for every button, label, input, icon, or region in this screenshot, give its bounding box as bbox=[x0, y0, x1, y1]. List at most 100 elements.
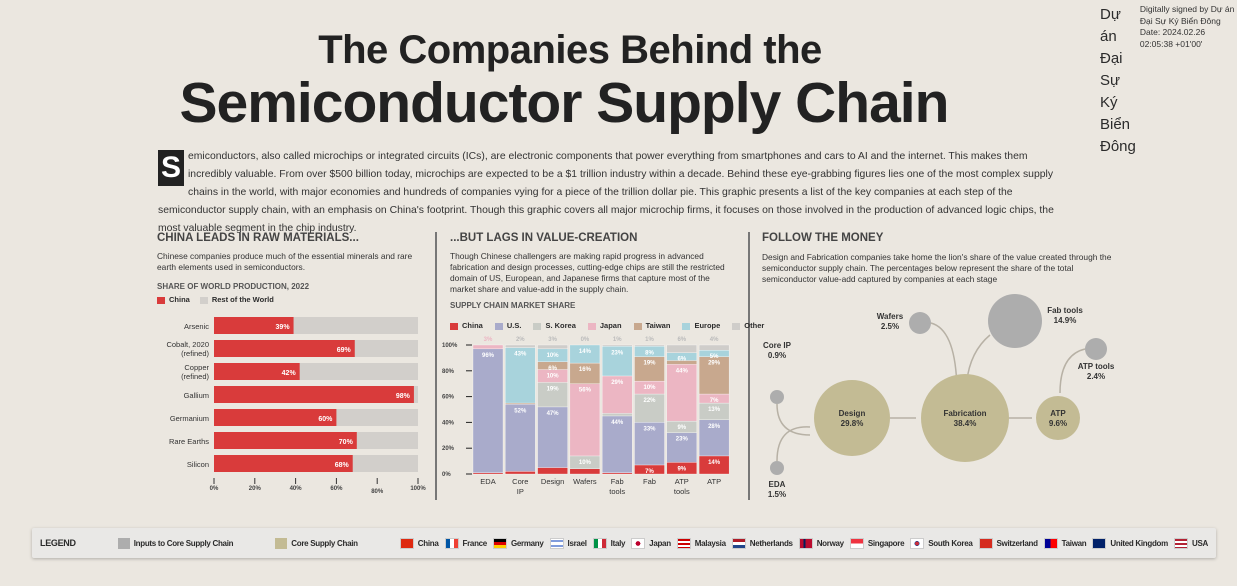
bar-china bbox=[214, 455, 353, 472]
legend-country: USA bbox=[1173, 537, 1208, 549]
legend-country: Israel bbox=[549, 537, 587, 549]
segment-value: 44% bbox=[611, 420, 624, 426]
node-value: 14.9% bbox=[1054, 316, 1077, 325]
segment-value: 13% bbox=[708, 407, 721, 413]
category-label: Silicon bbox=[187, 460, 209, 469]
node-atp-tools bbox=[1085, 338, 1107, 360]
segment-value: 1% bbox=[613, 337, 622, 343]
node-label: Fabrication bbox=[943, 409, 986, 418]
bar-china bbox=[214, 317, 294, 334]
switzerland-flag-icon bbox=[978, 537, 993, 549]
legend-rest: Rest of the World bbox=[199, 295, 274, 304]
node-fabrication bbox=[921, 374, 1009, 462]
bar-segment-korea bbox=[537, 382, 568, 408]
legend-country: China bbox=[399, 537, 439, 549]
raw-subtitle: SHARE OF WORLD PRODUCTION, 2022 bbox=[157, 282, 310, 291]
category-label: Arsenic bbox=[184, 322, 209, 331]
node-value: 1.5% bbox=[768, 490, 786, 499]
tick-label: 60% bbox=[442, 395, 455, 401]
legend-europe: Europe bbox=[682, 321, 720, 330]
node-value: 29.8% bbox=[841, 419, 864, 428]
node-value: 0.9% bbox=[768, 351, 786, 360]
bar-segment-other bbox=[666, 344, 697, 353]
bar-segment-europe bbox=[569, 344, 601, 364]
segment-value: 23% bbox=[611, 350, 624, 356]
segment-value: 10% bbox=[547, 374, 560, 380]
category-label: Rare Earths bbox=[169, 437, 209, 446]
tick-label: 40% bbox=[290, 486, 303, 492]
flow-arrow bbox=[1059, 348, 1086, 394]
raw-heading: CHINA LEADS IN RAW MATERIALS... bbox=[157, 232, 359, 244]
bar-segment-china bbox=[472, 472, 504, 475]
germany-flag-icon bbox=[492, 537, 507, 549]
segment-value: 2% bbox=[516, 337, 525, 343]
tick-label: 0% bbox=[442, 472, 451, 478]
signature-text: Digitally signed by Dự án Đại Sự Ký Biển… bbox=[1139, 4, 1235, 49]
digital-signature: Dự án Đại Sự Ký Biển Đông Digitally sign… bbox=[1100, 4, 1235, 158]
norway-flag-icon bbox=[798, 537, 813, 549]
legend-taiwan: Taiwan bbox=[633, 321, 670, 330]
segment-value: 16% bbox=[579, 367, 592, 373]
bar-value: 42% bbox=[282, 370, 297, 377]
segment-value: 5% bbox=[710, 354, 719, 360]
node-fab-tools bbox=[988, 294, 1042, 348]
category-label: tools bbox=[674, 487, 690, 496]
market-share-legend: China U.S. S. Korea Japan Taiwan Europe Other bbox=[450, 321, 764, 330]
bar-segment-taiwan bbox=[505, 402, 536, 405]
legend-country: Netherlands bbox=[731, 537, 793, 549]
segment-value: 7% bbox=[710, 398, 719, 404]
bar-value: 70% bbox=[339, 439, 354, 446]
taiwan-flag-icon bbox=[1043, 537, 1058, 549]
segment-value: 19% bbox=[547, 386, 560, 392]
bar-segment-china bbox=[505, 471, 536, 475]
category-label: IP bbox=[517, 487, 524, 496]
segment-value: 10% bbox=[579, 460, 592, 466]
segment-value: 56% bbox=[579, 388, 592, 394]
segment-value: 6% bbox=[677, 337, 686, 343]
bar-segment-japan bbox=[569, 383, 601, 457]
category-label: EDA bbox=[480, 477, 495, 486]
market-share-chart: 0%20%40%60%80%100%1%96%3%EDA2%52%1%43%2%… bbox=[442, 337, 730, 496]
value-desc: Though Chinese challengers are making ra… bbox=[450, 251, 725, 294]
tick-label: 0% bbox=[210, 486, 219, 492]
bar-china bbox=[214, 340, 355, 357]
category-label: ATP bbox=[675, 477, 689, 486]
south-korea-flag-icon bbox=[910, 537, 925, 549]
segment-value: 28% bbox=[708, 424, 721, 430]
bar-value: 39% bbox=[276, 324, 291, 331]
segment-value: 23% bbox=[676, 437, 689, 443]
node-label: Fab tools bbox=[1047, 306, 1083, 315]
signature-name: Dự án Đại Sự Ký Biển Đông bbox=[1100, 6, 1136, 155]
category-label: Design bbox=[541, 477, 564, 486]
bar-segment-us bbox=[634, 422, 665, 466]
segment-value: 3% bbox=[484, 337, 493, 343]
segment-value: 44% bbox=[676, 368, 689, 374]
category-label: Core bbox=[512, 477, 528, 486]
title-line-1: The Companies Behind the bbox=[318, 28, 822, 72]
bar-china bbox=[214, 432, 357, 449]
node-label: ATP bbox=[1050, 409, 1066, 418]
tick-label: 20% bbox=[442, 446, 455, 452]
node-atp bbox=[1036, 396, 1080, 440]
legend-china: China bbox=[157, 295, 190, 304]
legend-bar: LEGEND Inputs to Core Supply Chain Core … bbox=[32, 528, 1216, 558]
bar-segment-china bbox=[537, 467, 568, 475]
legend-other: Other bbox=[732, 321, 764, 330]
segment-value: 14% bbox=[579, 349, 592, 355]
segment-value: 0% bbox=[581, 337, 590, 343]
legend-country: Switzerland bbox=[978, 537, 1038, 549]
legend-country: United Kingdom bbox=[1092, 537, 1168, 549]
bar-segment-other bbox=[602, 344, 633, 347]
legend-country: South Korea bbox=[910, 537, 973, 549]
tick-label: 40% bbox=[442, 420, 455, 426]
flow-arrow bbox=[776, 403, 811, 436]
bar-segment-japan bbox=[602, 375, 633, 414]
category-label: tools bbox=[609, 487, 625, 496]
bar-value: 69% bbox=[337, 347, 352, 354]
bar-china bbox=[214, 409, 337, 426]
bar-segment-taiwan bbox=[698, 356, 730, 395]
money-desc: Design and Fabrication companies take ho… bbox=[762, 252, 1112, 284]
legend-japan: Japan bbox=[587, 321, 622, 330]
